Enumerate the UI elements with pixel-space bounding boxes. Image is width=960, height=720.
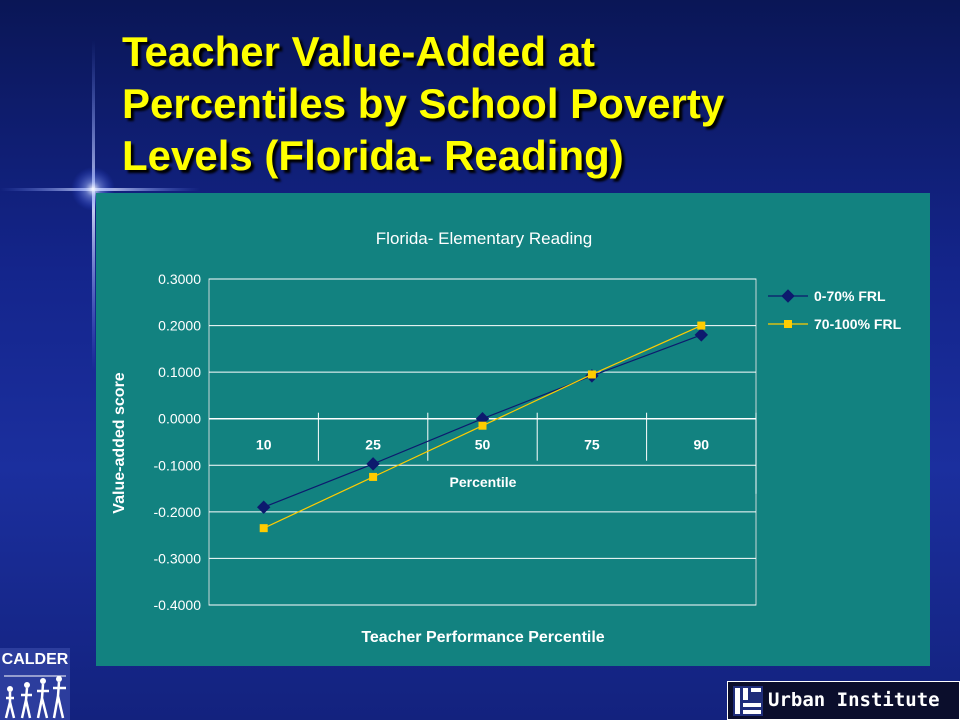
- x-axis-title: Teacher Performance Percentile: [361, 629, 604, 646]
- x-tick-label: 50: [475, 437, 491, 453]
- legend-label: 70-100% FRL: [814, 316, 902, 332]
- data-point-square: [587, 370, 596, 379]
- slide-title-line-3: Levels (Florida- Reading): [122, 132, 624, 179]
- y-tick-label: 0.2000: [158, 318, 201, 334]
- x-tick-label: 75: [584, 437, 600, 453]
- inner-axis-title: Percentile: [450, 474, 517, 490]
- data-point-diamond: [694, 328, 709, 342]
- y-tick-label: 0.0000: [158, 411, 201, 427]
- y-axis-title: Value-added score: [111, 372, 128, 513]
- x-tick-label: 10: [256, 437, 272, 453]
- chart-title: Florida- Elementary Reading: [376, 229, 592, 248]
- plot-area: [208, 278, 757, 606]
- data-point-square: [259, 524, 268, 533]
- y-tick-label: -0.2000: [154, 504, 202, 520]
- y-tick-label: -0.4000: [154, 597, 202, 613]
- data-point-square: [697, 321, 706, 330]
- chart-panel: 0.3000 0.2000 0.1000 0.0000 -0.1000 -0.2000 -0…: [96, 193, 930, 666]
- urban-institute-logo: Urban Institute: [727, 681, 960, 720]
- urban-institute-emblem-icon: [733, 686, 763, 716]
- data-point-diamond: [781, 289, 795, 303]
- line-chart: 0.3000 0.2000 0.1000 0.0000 -0.1000 -0.2000 -0…: [111, 229, 902, 646]
- data-point-diamond: [256, 500, 271, 514]
- x-tick-label: 90: [694, 437, 710, 453]
- calder-logo-text: CALDER: [1, 651, 69, 668]
- walking-figures-icon: [4, 675, 66, 719]
- y-tick-label: -0.3000: [154, 550, 202, 566]
- y-tick-label: -0.1000: [154, 457, 202, 473]
- slide-title-line-2: Percentiles by School Poverty: [122, 80, 725, 127]
- data-point-square: [784, 320, 792, 328]
- x-tick-label: 25: [365, 437, 381, 453]
- slide-title: Teacher Value-Added at Percentiles by Sc…: [122, 26, 922, 182]
- urban-institute-logo-text: Urban Institute: [768, 689, 940, 711]
- data-point-square: [369, 472, 378, 481]
- data-point-diamond: [366, 457, 380, 471]
- data-point-square: [478, 421, 487, 430]
- slide-title-line-1: Teacher Value-Added at: [122, 28, 596, 75]
- y-tick-label: 0.1000: [158, 364, 201, 380]
- calder-logo: CALDER: [0, 648, 70, 720]
- legend-label: 0-70% FRL: [814, 288, 886, 304]
- y-tick-label: 0.3000: [158, 271, 201, 287]
